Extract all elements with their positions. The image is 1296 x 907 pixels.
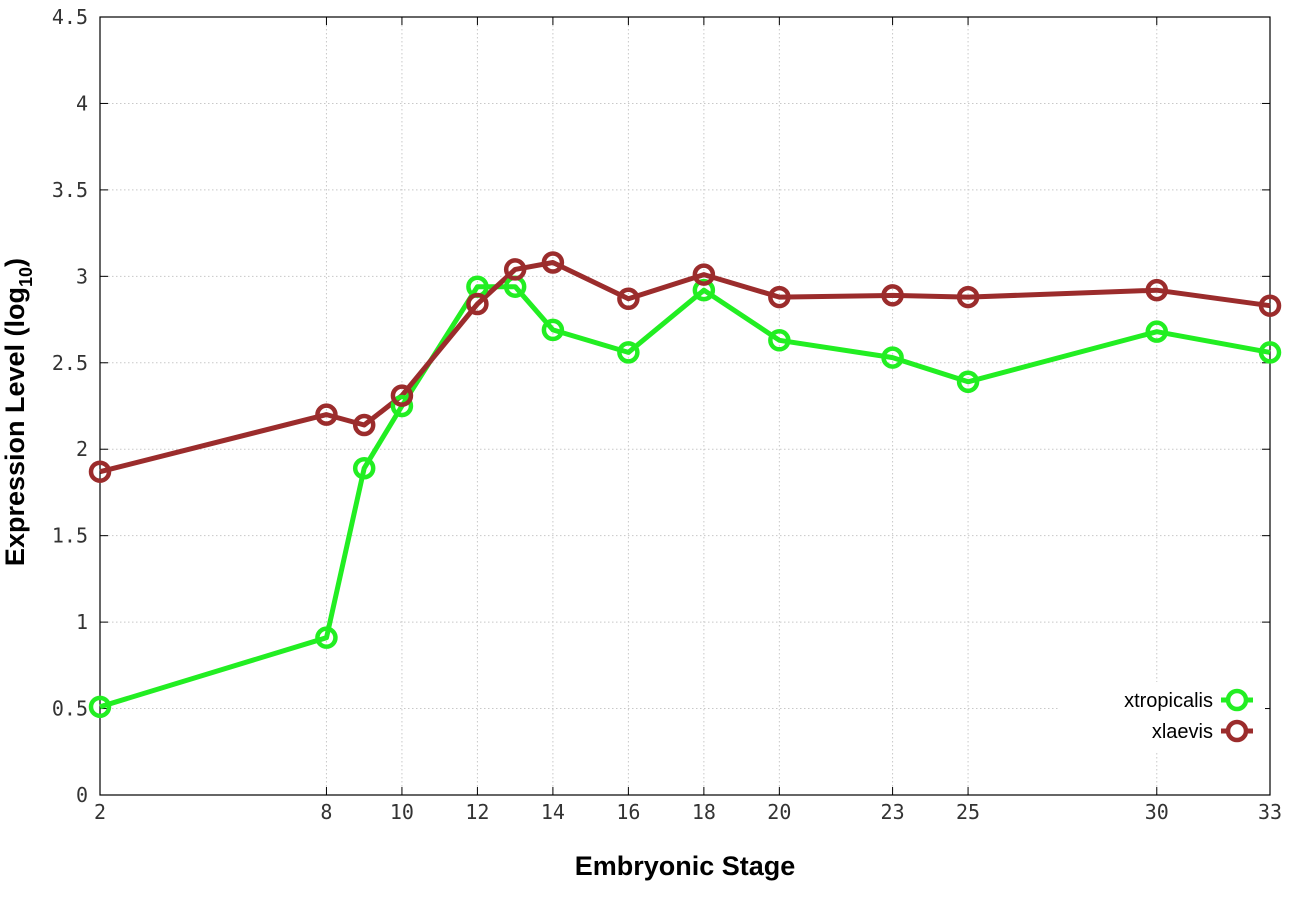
- data-point-xtropicalis: [617, 341, 640, 364]
- data-point-xlaevis: [617, 287, 640, 311]
- data-point-xtropicalis: [1145, 320, 1169, 343]
- data-point-xlaevis: [390, 384, 414, 407]
- data-point-xtropicalis: [541, 318, 565, 342]
- x-tick-label: 33: [1258, 800, 1282, 824]
- x-tick-label: 14: [541, 800, 565, 824]
- data-point-xlaevis: [1145, 278, 1169, 302]
- y-tick-label: 2: [76, 437, 88, 461]
- y-tick-label: 2.5: [52, 351, 88, 375]
- y-tick-label: 1: [76, 610, 88, 634]
- legend-label-xlaevis: xlaevis: [1152, 721, 1213, 743]
- y-tick-label: 4: [76, 91, 88, 115]
- x-tick-label: 30: [1145, 800, 1169, 824]
- x-tick-label: 25: [956, 800, 980, 824]
- y-tick-label: 3: [76, 264, 88, 288]
- y-axis-label: Expression Level (log10): [0, 258, 36, 566]
- data-point-xlaevis: [881, 284, 904, 307]
- data-point-xlaevis: [503, 258, 527, 281]
- y-tick-label: 4.5: [52, 5, 88, 29]
- y-axis-label-close: ): [0, 258, 30, 267]
- data-point-xtropicalis: [881, 346, 904, 369]
- x-tick-label: 18: [692, 800, 716, 824]
- y-tick-label: 1.5: [52, 524, 88, 548]
- data-point-xlaevis: [768, 285, 791, 309]
- data-point-xtropicalis: [692, 278, 716, 302]
- data-point-xlaevis: [352, 413, 376, 437]
- legend-marker-xlaevis: [1225, 719, 1249, 743]
- series-line-xtropicalis: [99, 284, 1271, 710]
- legend: xtropicalis xlaevis: [1060, 682, 1265, 752]
- data-point-xlaevis: [88, 460, 112, 483]
- data-point-xtropicalis: [315, 626, 338, 649]
- y-axis-label-main: Expression Level (log: [0, 287, 30, 566]
- x-tick-label: 16: [616, 800, 640, 824]
- data-point-xtropicalis: [956, 370, 980, 394]
- data-point-xlaevis: [541, 251, 565, 274]
- x-axis-label: Embryonic Stage: [575, 851, 796, 881]
- legend-marker-xtropicalis: [1225, 688, 1249, 712]
- series-line-xlaevis: [99, 260, 1271, 475]
- x-tick-label: 12: [465, 800, 489, 824]
- y-tick-label: 0: [76, 783, 88, 807]
- data-point-xlaevis: [956, 285, 980, 309]
- data-point-xtropicalis: [352, 456, 376, 480]
- data-point-xtropicalis: [1258, 341, 1282, 364]
- y-tick-label: 0.5: [52, 697, 88, 721]
- y-axis-label-subscript: 10: [16, 267, 36, 287]
- x-tick-label: 10: [390, 800, 414, 824]
- data-point-xtropicalis: [768, 329, 791, 352]
- data-point-xlaevis: [692, 263, 716, 286]
- x-tick-label: 23: [881, 800, 905, 824]
- x-tick-label: 8: [320, 800, 332, 824]
- axis-ticks: 0 0.5 1 1.5 2 2.5 3 3.5 4 4.5 2 8 10 12 14 16 18 20 23 25 30…: [52, 5, 1282, 824]
- grid-lines: [99, 16, 1271, 796]
- plot-frame: [99, 16, 1271, 796]
- legend-label-xtropicalis: xtropicalis: [1124, 690, 1213, 712]
- data-point-xlaevis: [466, 292, 489, 316]
- y-tick-label: 3.5: [52, 178, 88, 202]
- data-point-xtropicalis: [390, 394, 414, 418]
- data-point-xtropicalis: [88, 695, 112, 719]
- data-point-xlaevis: [1258, 294, 1282, 317]
- x-tick-label: 20: [767, 800, 791, 824]
- data-point-xlaevis: [315, 403, 338, 426]
- series-group: [88, 251, 1282, 719]
- x-tick-label: 2: [94, 800, 106, 824]
